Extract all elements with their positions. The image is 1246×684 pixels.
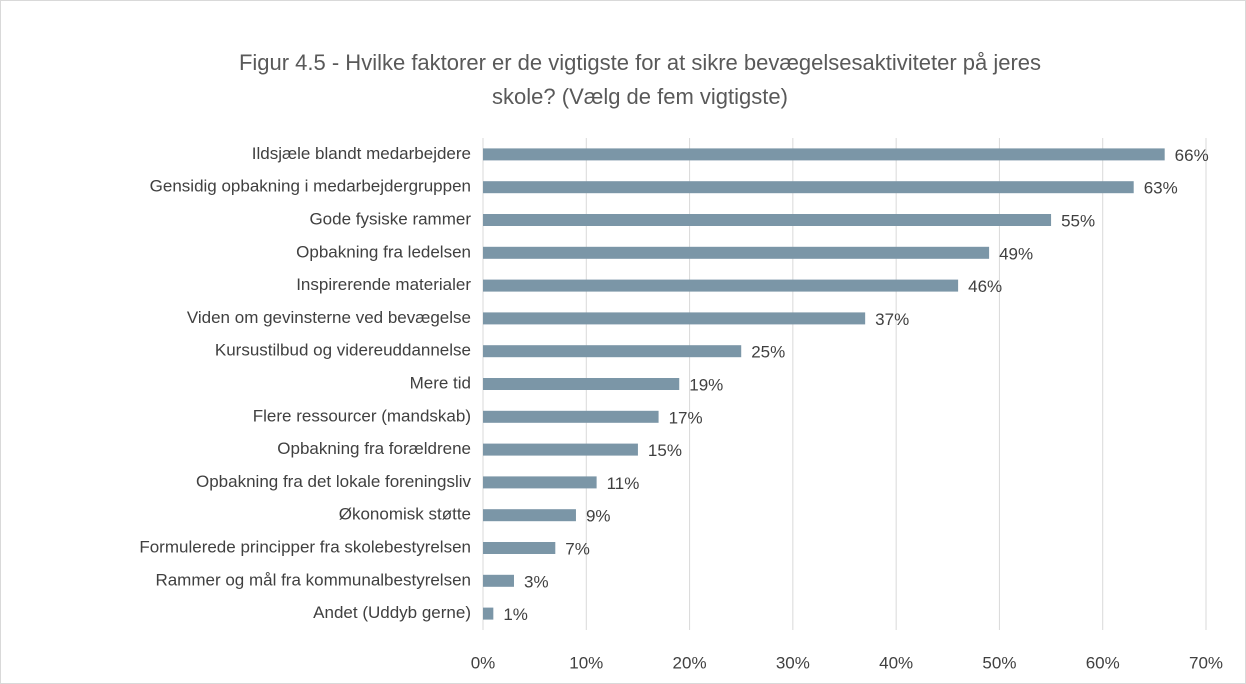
bar — [483, 443, 638, 456]
x-tick-label: 20% — [673, 653, 707, 672]
x-tick-label: 40% — [879, 653, 913, 672]
chart-title: skole? (Vælg de fem vigtigste) — [492, 84, 788, 109]
y-tick-label: Opbakning fra ledelsen — [296, 242, 471, 261]
y-tick-label: Rammer og mål fra kommunalbestyrelsen — [155, 570, 471, 589]
bar — [483, 574, 514, 587]
data-label: 1% — [503, 605, 528, 624]
y-tick-label: Opbakning fra forældrene — [277, 439, 471, 458]
x-tick-label: 50% — [982, 653, 1016, 672]
data-label: 49% — [999, 244, 1033, 263]
bar — [483, 378, 680, 390]
data-label: 46% — [968, 277, 1002, 296]
data-label: 66% — [1175, 146, 1209, 165]
bar — [483, 509, 576, 522]
y-tick-label: Andet (Uddyb gerne) — [313, 603, 471, 622]
data-label: 15% — [648, 441, 682, 460]
x-tick-label: 60% — [1086, 653, 1120, 672]
x-tick-label: 0% — [471, 653, 496, 672]
y-tick-label: Økonomisk støtte — [339, 505, 471, 524]
y-tick-label: Kursustilbud og videreuddannelse — [215, 341, 471, 360]
data-label: 37% — [875, 310, 909, 329]
bar — [483, 410, 659, 423]
data-label: 11% — [607, 474, 640, 493]
bar — [483, 607, 494, 620]
data-label: 9% — [586, 507, 611, 526]
bar — [483, 279, 959, 292]
data-label: 25% — [751, 343, 785, 362]
x-tick-label: 30% — [776, 653, 810, 672]
y-tick-label: Ildsjæle blandt medarbejdere — [252, 144, 471, 163]
y-tick-label: Flere ressourcer (mandskab) — [253, 406, 471, 425]
data-label: 55% — [1061, 211, 1095, 230]
y-tick-label: Inspirerende materialer — [296, 275, 471, 294]
bar — [483, 476, 597, 489]
data-label: 3% — [524, 572, 549, 591]
y-tick-label: Opbakning fra det lokale foreningsliv — [196, 472, 471, 491]
x-tick-label: 70% — [1189, 653, 1223, 672]
bar — [483, 542, 556, 554]
y-tick-label: Formulerede principper fra skolebestyrel… — [139, 537, 471, 556]
y-tick-label: Viden om gevinsterne ved bevægelse — [187, 308, 471, 327]
data-label: 7% — [565, 539, 590, 558]
bar — [483, 214, 1052, 226]
bar — [483, 312, 866, 325]
y-tick-label: Mere tid — [410, 373, 471, 392]
bar — [483, 345, 742, 358]
bar — [483, 246, 990, 259]
y-tick-label: Gode fysiske rammer — [309, 209, 471, 228]
data-label: 63% — [1144, 179, 1178, 198]
bar — [483, 148, 1165, 161]
bar — [483, 181, 1134, 194]
data-label: 17% — [669, 408, 703, 427]
data-label: 19% — [689, 375, 723, 394]
x-tick-label: 10% — [569, 653, 603, 672]
chart-title: Figur 4.5 - Hvilke faktorer er de vigtig… — [239, 50, 1041, 75]
y-tick-label: Gensidig opbakning i medarbejdergruppen — [150, 177, 471, 196]
